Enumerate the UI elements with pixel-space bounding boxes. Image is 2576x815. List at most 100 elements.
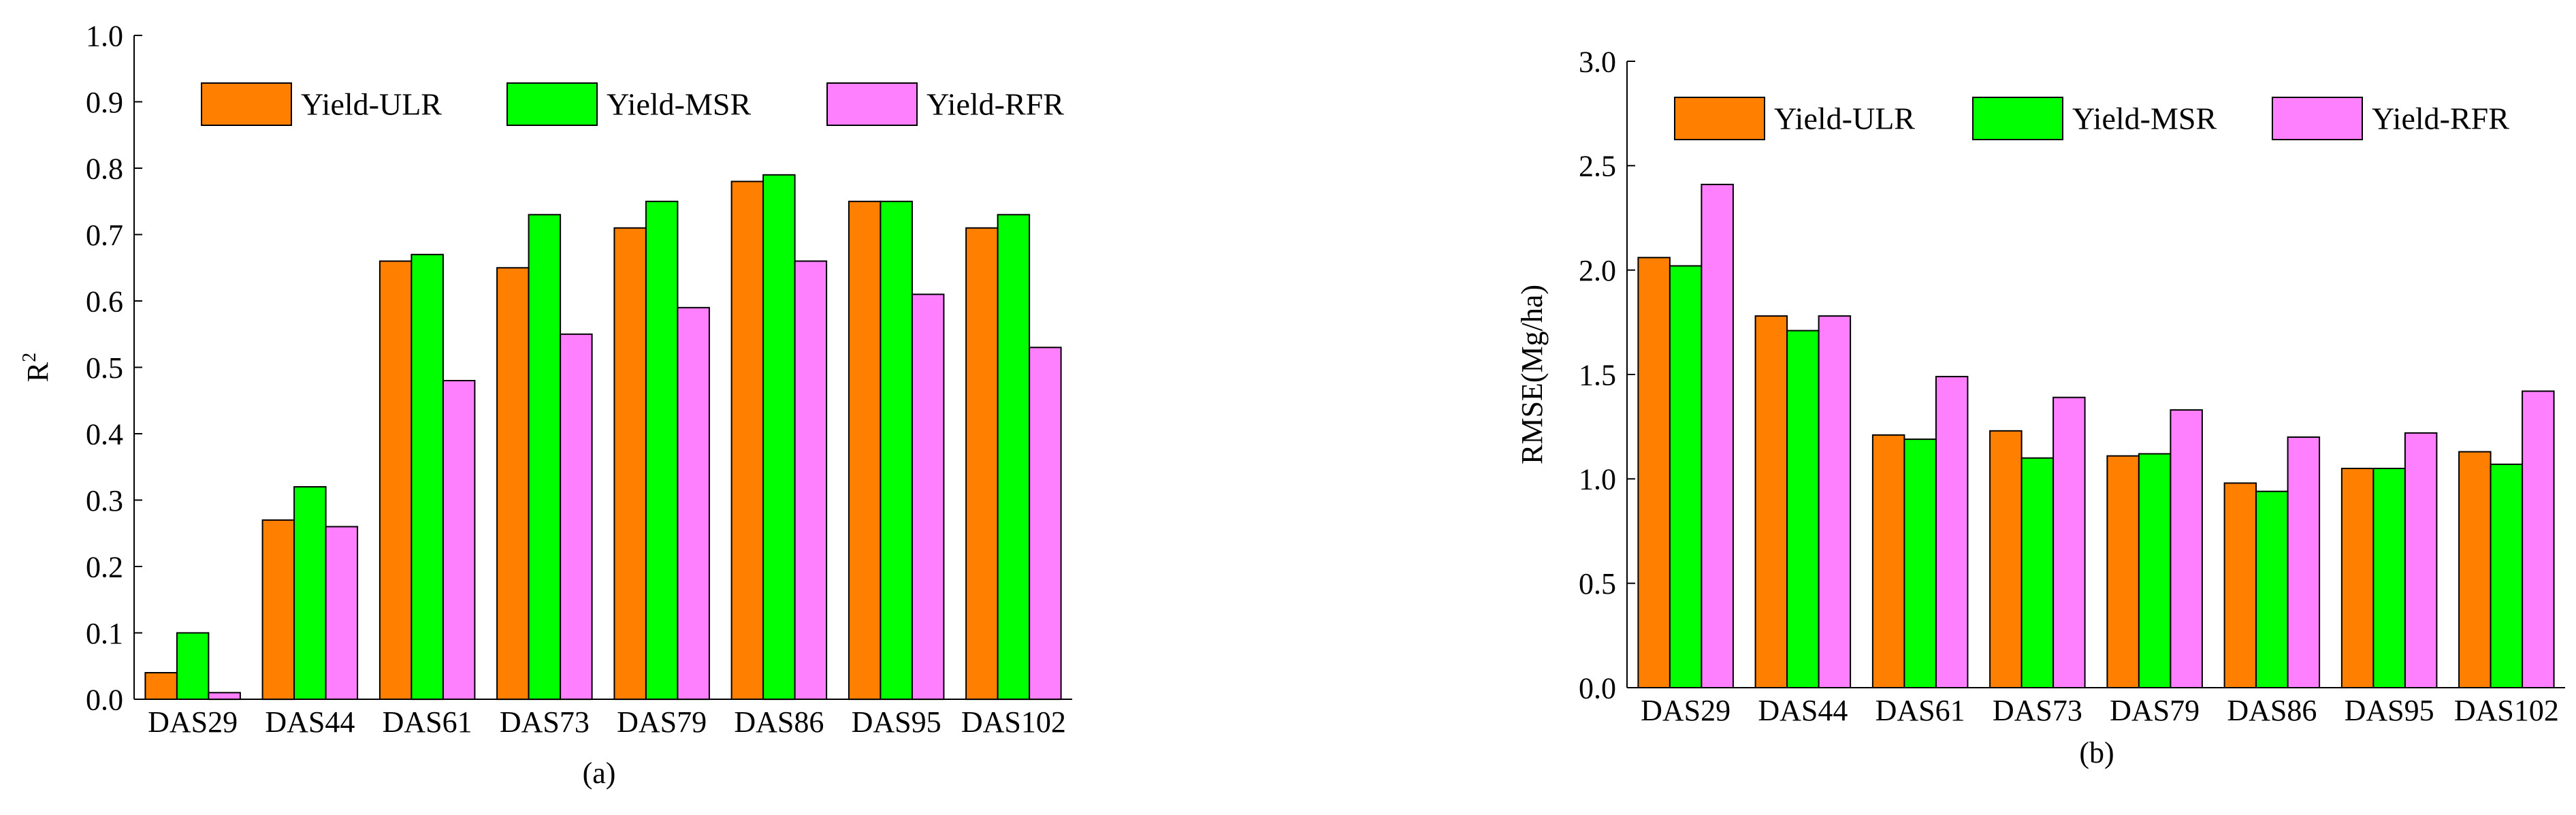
b-bar-yield-ulr-das102 bbox=[2458, 451, 2492, 688]
b-bar-yield-ulr-das61 bbox=[1871, 434, 1905, 689]
a-legend-swatch-yield-msr bbox=[506, 82, 598, 126]
b-bar-yield-rfr-das29 bbox=[1701, 183, 1734, 688]
a-y-tick-label: 0.5 bbox=[86, 351, 123, 385]
a-y-tick-label: 0.4 bbox=[86, 417, 123, 451]
a-legend-label-yield-rfr: Yield-RFR bbox=[927, 86, 1064, 121]
b-y-axis-label: RMSE(Mg/ha) bbox=[1515, 285, 1549, 464]
b-y-tick-label: 0.5 bbox=[1579, 567, 1616, 601]
a-bar-yield-msr-das79 bbox=[645, 200, 679, 701]
b-x-tick-label: DAS61 bbox=[1875, 694, 1965, 727]
a-bar-yield-msr-das86 bbox=[762, 174, 796, 701]
b-bar-yield-ulr-das95 bbox=[2340, 468, 2374, 688]
b-bar-yield-msr-das95 bbox=[2372, 468, 2406, 688]
a-bar-yield-msr-das73 bbox=[528, 214, 562, 701]
a-y-tick-label: 0.3 bbox=[86, 484, 123, 517]
b-bar-yield-ulr-das44 bbox=[1754, 315, 1788, 689]
b-bar-yield-rfr-das61 bbox=[1935, 376, 1969, 688]
a-y-tick-label: 0.0 bbox=[86, 683, 123, 716]
a-y-axis-label: R2 bbox=[19, 353, 54, 382]
a-legend-swatch-yield-ulr bbox=[201, 82, 292, 126]
a-bar-yield-msr-das102 bbox=[997, 214, 1031, 701]
a-legend-label-yield-msr: Yield-MSR bbox=[607, 86, 751, 121]
b-bar-yield-msr-das29 bbox=[1669, 265, 1703, 688]
a-y-tick-label: 0.1 bbox=[86, 617, 123, 650]
a-bar-yield-rfr-das44 bbox=[325, 526, 359, 700]
a-panel-label: (a) bbox=[583, 756, 616, 790]
b-bar-yield-ulr-das86 bbox=[2223, 482, 2257, 688]
b-legend-label-yield-msr: Yield-MSR bbox=[2072, 101, 2217, 135]
a-x-tick-label: DAS102 bbox=[961, 705, 1066, 739]
b-panel-label: (b) bbox=[2079, 736, 2114, 769]
b-bar-yield-rfr-das102 bbox=[2522, 390, 2555, 688]
b-x-tick-label: DAS73 bbox=[1993, 694, 2082, 727]
b-bar-yield-ulr-das79 bbox=[2106, 455, 2140, 688]
b-y-tick-label: 2.5 bbox=[1579, 150, 1616, 183]
b-bar-yield-msr-das79 bbox=[2138, 453, 2172, 688]
b-bar-yield-rfr-das95 bbox=[2404, 432, 2438, 689]
b-y-tick-label: 1.5 bbox=[1579, 358, 1616, 391]
b-x-tick-label: DAS95 bbox=[2345, 694, 2434, 727]
a-x-tick-label: DAS29 bbox=[148, 705, 238, 739]
b-bar-yield-rfr-das44 bbox=[1818, 315, 1852, 689]
b-bar-yield-msr-das44 bbox=[1786, 330, 1820, 689]
b-x-tick-label: DAS102 bbox=[2454, 694, 2559, 727]
b-bar-yield-msr-das102 bbox=[2490, 463, 2524, 689]
a-bar-yield-rfr-das29 bbox=[208, 692, 241, 701]
a-x-tick-label: DAS44 bbox=[265, 705, 355, 739]
b-bar-yield-rfr-das86 bbox=[2287, 436, 2321, 688]
a-y-tick-label: 0.9 bbox=[86, 86, 123, 119]
a-y-axis-label-superscript: 2 bbox=[19, 353, 40, 362]
a-legend-swatch-yield-rfr bbox=[826, 82, 918, 126]
b-y-tick-label: 1.0 bbox=[1579, 463, 1616, 496]
b-bar-yield-ulr-das29 bbox=[1637, 257, 1671, 688]
a-x-tick-label: DAS61 bbox=[383, 705, 472, 739]
b-legend-swatch-yield-rfr bbox=[2272, 97, 2363, 140]
a-bar-yield-ulr-das29 bbox=[144, 672, 178, 700]
a-bar-yield-msr-das44 bbox=[293, 486, 327, 700]
a-bar-yield-ulr-das86 bbox=[730, 180, 764, 700]
b-x-tick-label: DAS79 bbox=[2110, 694, 2200, 727]
a-bar-yield-rfr-das86 bbox=[794, 260, 828, 700]
a-x-tick-label: DAS86 bbox=[734, 705, 824, 739]
b-legend-label-yield-rfr: Yield-RFR bbox=[2372, 101, 2509, 135]
a-y-tick-label: 0.7 bbox=[86, 219, 123, 252]
a-bar-yield-msr-das29 bbox=[176, 632, 210, 700]
a-bar-yield-msr-das95 bbox=[880, 200, 913, 701]
a-y-tick-label: 0.8 bbox=[86, 152, 123, 185]
a-bar-yield-rfr-das102 bbox=[1029, 347, 1062, 701]
a-bar-yield-ulr-das61 bbox=[379, 260, 413, 700]
a-bar-yield-ulr-das102 bbox=[965, 227, 999, 701]
a-y-tick-label: 0.6 bbox=[86, 285, 123, 318]
a-x-tick-label: DAS95 bbox=[852, 705, 941, 739]
b-x-tick-label: DAS29 bbox=[1641, 694, 1730, 727]
b-x-tick-label: DAS44 bbox=[1758, 694, 1848, 727]
b-y-tick-label: 2.0 bbox=[1579, 254, 1616, 287]
a-x-tick-label: DAS79 bbox=[617, 705, 707, 739]
b-bar-yield-rfr-das73 bbox=[2052, 396, 2086, 688]
a-bar-yield-rfr-das61 bbox=[442, 380, 476, 700]
a-bar-yield-rfr-das73 bbox=[560, 333, 593, 701]
b-bar-yield-rfr-das79 bbox=[2170, 409, 2203, 688]
a-bar-yield-rfr-das79 bbox=[677, 306, 710, 701]
a-legend-label-yield-ulr: Yield-ULR bbox=[301, 86, 442, 121]
a-y-tick-label: 0.2 bbox=[86, 550, 123, 584]
b-bar-yield-ulr-das73 bbox=[1989, 430, 2023, 688]
b-bar-yield-msr-das61 bbox=[1903, 438, 1937, 688]
b-bar-yield-msr-das73 bbox=[2020, 457, 2055, 688]
a-bar-yield-ulr-das79 bbox=[613, 227, 647, 701]
b-bar-yield-msr-das86 bbox=[2255, 490, 2289, 688]
a-bar-yield-msr-das61 bbox=[410, 253, 444, 701]
b-legend-swatch-yield-ulr bbox=[1674, 97, 1765, 140]
b-legend-label-yield-ulr: Yield-ULR bbox=[1774, 101, 1915, 135]
b-x-tick-label: DAS86 bbox=[2227, 694, 2317, 727]
a-y-tick-label: 1.0 bbox=[86, 19, 123, 52]
b-y-tick-label: 3.0 bbox=[1579, 45, 1616, 78]
b-legend-swatch-yield-msr bbox=[1972, 97, 2063, 140]
b-y-tick-label: 0.0 bbox=[1579, 671, 1616, 705]
a-bar-yield-rfr-das95 bbox=[911, 293, 945, 701]
a-bar-yield-ulr-das95 bbox=[848, 200, 882, 701]
a-bar-yield-ulr-das73 bbox=[496, 267, 530, 701]
a-x-tick-label: DAS73 bbox=[500, 705, 590, 739]
